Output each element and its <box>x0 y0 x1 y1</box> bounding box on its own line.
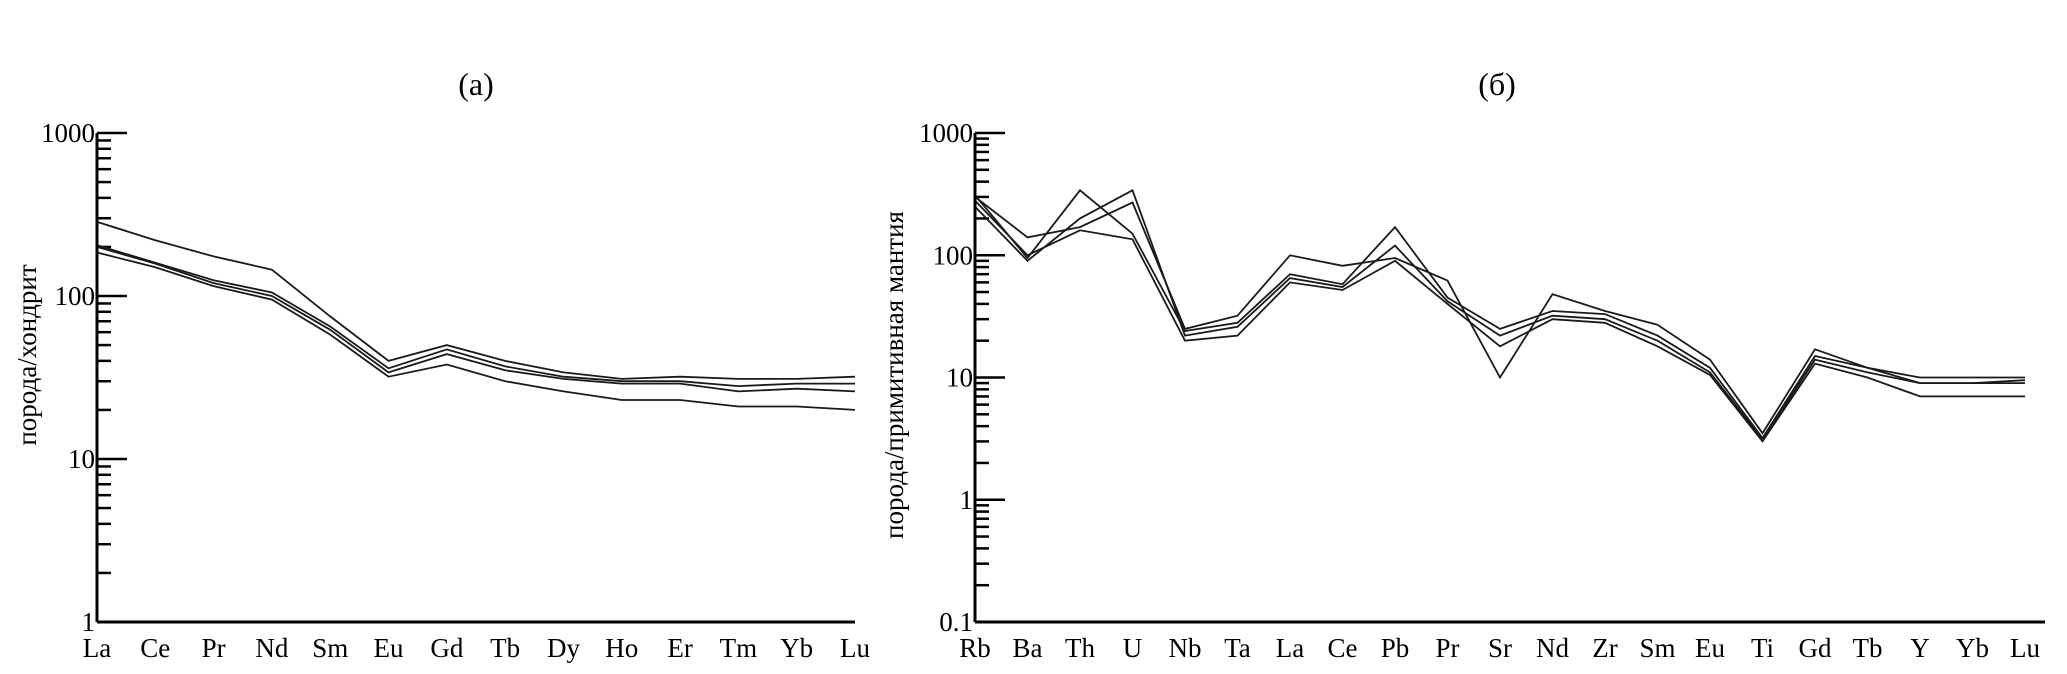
series-line-4 <box>96 251 856 411</box>
x-tick-label-nb: Nb <box>1169 633 1202 663</box>
x-tick-label-u: U <box>1123 633 1143 663</box>
chart-a-y-axis-label: порода/хондрит <box>12 264 42 446</box>
series-line-4 <box>974 199 2025 443</box>
x-tick-label-lu: Lu <box>840 633 870 663</box>
x-tick-label-gd: Gd <box>1799 633 1832 663</box>
x-tick-label-y: Y <box>1910 633 1930 663</box>
chart-b-y-tick-labels: 1000 100 10 1 0.1 <box>919 118 973 637</box>
y-tick-label: 100 <box>55 281 96 311</box>
x-tick-label-ce: Ce <box>1328 633 1358 663</box>
chart-b-y-axis-label: порода/примитивная мантия <box>879 211 909 539</box>
x-tick-label-nd: Nd <box>255 633 288 663</box>
series-line-3 <box>974 189 2025 442</box>
chart-b-title: (б) <box>1478 66 1516 102</box>
x-tick-label-sm: Sm <box>1639 633 1675 663</box>
y-tick-label: 1 <box>82 607 96 637</box>
x-tick-label-yb: Yb <box>1956 633 1989 663</box>
y-tick-label: 100 <box>933 240 974 270</box>
series-line-2 <box>96 244 855 388</box>
chart-panel-a: (а) порода/хондрит 1000 100 10 1 La Ce Pr Nd Sm… <box>12 66 870 663</box>
chart-b-series-lines <box>974 189 2026 443</box>
x-tick-label-la: La <box>83 633 111 663</box>
series-line-1 <box>96 221 856 380</box>
x-tick-label-la: La <box>1276 633 1304 663</box>
x-tick-label-th: Th <box>1065 633 1095 663</box>
series-line-2 <box>974 189 2026 440</box>
x-tick-label-ta: Ta <box>1224 633 1251 663</box>
x-tick-label-ce: Ce <box>140 633 170 663</box>
chart-a-y-tick-labels: 1000 100 10 1 <box>41 118 95 637</box>
x-tick-label-tb: Tb <box>1853 633 1883 663</box>
x-tick-label-eu: Eu <box>1695 633 1725 663</box>
y-tick-label: 1000 <box>41 118 95 148</box>
x-tick-label-dy: Dy <box>547 633 580 663</box>
chart-a-title: (а) <box>458 66 494 102</box>
y-tick-label: 10 <box>68 444 95 474</box>
x-tick-label-sr: Sr <box>1488 633 1512 663</box>
x-tick-label-zr: Zr <box>1592 633 1617 663</box>
series-line-3 <box>96 246 856 393</box>
x-tick-label-pr: Pr <box>1435 633 1459 663</box>
chart-b-x-tick-labels: Rb Ba Th U Nb Ta La Ce Pb Pr Sr Nd Zr Sm Eu Ti Gd Tb Y Yb Lu <box>959 633 2040 663</box>
x-tick-label-ho: Ho <box>605 633 638 663</box>
x-tick-label-lu: Lu <box>2010 633 2040 663</box>
y-tick-label: 10 <box>946 363 973 393</box>
x-tick-label-tm: Tm <box>720 633 758 663</box>
chart-a-series-lines <box>96 221 856 411</box>
y-tick-label: 0.1 <box>939 607 973 637</box>
x-tick-label-gd: Gd <box>430 633 463 663</box>
x-tick-label-ba: Ba <box>1013 633 1043 663</box>
x-tick-label-eu: Eu <box>374 633 404 663</box>
x-tick-label-rb: Rb <box>959 633 991 663</box>
series-line-1 <box>974 196 2025 435</box>
x-tick-label-pb: Pb <box>1381 633 1410 663</box>
y-tick-label: 1 <box>960 485 974 515</box>
x-tick-label-nd: Nd <box>1536 633 1569 663</box>
chart-a-x-tick-labels: La Ce Pr Nd Sm Eu Gd Tb Dy Ho Er Tm Yb Lu <box>83 633 871 663</box>
x-tick-label-er: Er <box>667 633 692 663</box>
x-tick-label-ti: Ti <box>1751 633 1774 663</box>
y-tick-label: 1000 <box>919 118 973 148</box>
chart-a-y-ticks <box>97 131 127 624</box>
x-tick-label-tb: Tb <box>490 633 520 663</box>
chart-panel-b: (б) порода/примитивная мантия 1000100101… <box>879 66 2045 663</box>
x-tick-label-pr: Pr <box>202 633 226 663</box>
x-tick-label-yb: Yb <box>780 633 813 663</box>
x-tick-label-sm: Sm <box>312 633 348 663</box>
